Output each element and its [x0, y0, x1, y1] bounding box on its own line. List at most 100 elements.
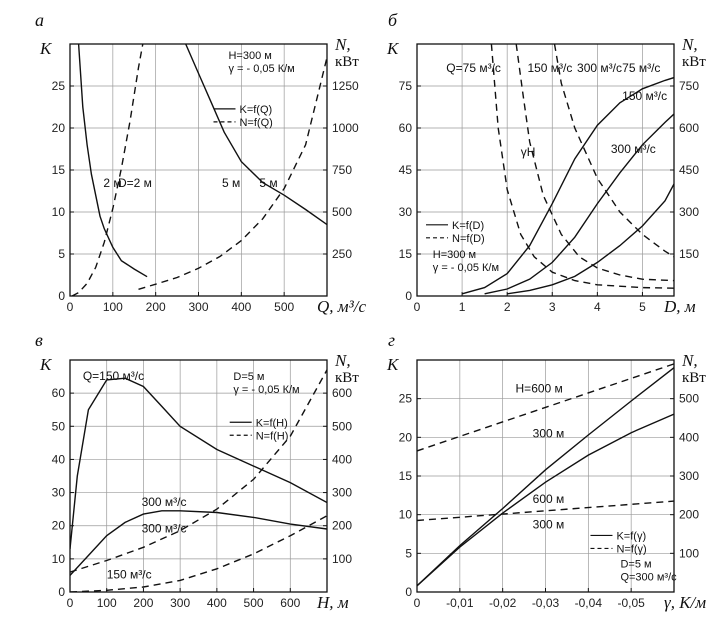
y-tick-label-right: 450 [679, 163, 699, 177]
legend-label: N=f(γ) [616, 543, 646, 555]
y-tick-label-left: 0 [405, 585, 412, 599]
annotation-label: Q=75 м³/с [446, 61, 501, 75]
annotation-label: 75 м³/с [622, 61, 660, 75]
x-axis-label: Q, м³/с [317, 297, 366, 316]
x-tick-label: 0 [414, 300, 421, 314]
legend-label: N=f(H) [256, 430, 289, 442]
y-tick-label-left: 60 [399, 121, 413, 135]
legend-param: H=300 м [433, 249, 476, 261]
annotation-label: 5 м [259, 176, 277, 190]
y-tick-label-left: 30 [52, 486, 66, 500]
y-tick-label-left: 0 [58, 289, 65, 303]
x-tick-label: 100 [97, 596, 117, 610]
y-tick-label-left: 75 [399, 79, 413, 93]
x-tick-label: 300 [170, 596, 190, 610]
series-line [77, 44, 148, 278]
x-tick-label: 0 [414, 596, 421, 610]
x-tick-label: -0,02 [489, 596, 517, 610]
y-tick-label-left: 50 [52, 419, 66, 433]
y-tick-label-left: 40 [52, 452, 66, 466]
y-tick-label-right: 100 [679, 546, 699, 560]
y-tick-label-right: 400 [332, 452, 352, 466]
annotation-label: Q=150 м³/с [83, 369, 144, 383]
y-tick-label-right: 500 [679, 392, 699, 406]
y-tick-label-right: 200 [332, 519, 352, 533]
x-tick-label: 200 [146, 300, 166, 314]
annotation-label: 300 м [533, 518, 565, 532]
series-line [553, 44, 674, 258]
series-line [70, 377, 327, 549]
legend-label: K=f(D) [452, 220, 484, 232]
annotation-label: 600 м [533, 492, 565, 506]
annotation-label: 5 м [222, 176, 240, 190]
annotation-label: 300 м³/с [611, 142, 656, 156]
legend-param: γ = - 0,05 К/м [433, 262, 499, 274]
y-tick-label-left: 0 [58, 585, 65, 599]
legend-label: K=f(Q) [239, 104, 272, 116]
legend-label: K=f(γ) [616, 530, 646, 542]
y-tick-label-left: 0 [405, 289, 412, 303]
y-tick-label-right: 100 [332, 552, 352, 566]
x-tick-label: 500 [274, 300, 294, 314]
x-tick-label: -0,04 [575, 596, 603, 610]
y-tick-label-right: 250 [332, 247, 352, 261]
y-tick-label-left: 45 [399, 163, 413, 177]
legend-param: D=5 м [620, 558, 651, 570]
y-axis-label-right: N, [681, 35, 698, 54]
annotation-label: γH [521, 145, 536, 159]
y-tick-label-left: 15 [399, 247, 413, 261]
y-tick-label-right: 600 [679, 121, 699, 135]
panel-label: в [35, 330, 43, 350]
y-tick-label-left: 5 [58, 247, 65, 261]
y-axis-label-right: N, [334, 35, 351, 54]
series-line [71, 44, 144, 296]
series-line [70, 515, 327, 592]
y-tick-label-right: 600 [332, 386, 352, 400]
x-tick-label: -0,01 [446, 596, 474, 610]
y-tick-label-left: 15 [52, 163, 66, 177]
x-tick-label: 600 [280, 596, 300, 610]
x-tick-label: 2 [504, 300, 511, 314]
y-tick-label-right: 400 [679, 430, 699, 444]
y-axis-unit-right: кВт [682, 370, 706, 386]
y-tick-label-left: 10 [52, 205, 66, 219]
y-tick-label-left: 25 [52, 79, 66, 93]
legend-param: H=300 м [228, 50, 271, 62]
x-tick-label: 500 [244, 596, 264, 610]
y-tick-label-right: 150 [679, 247, 699, 261]
x-tick-label: 0 [67, 596, 74, 610]
x-tick-label: 200 [133, 596, 153, 610]
series-line [515, 44, 674, 282]
y-tick-label-right: 750 [679, 79, 699, 93]
x-tick-label: 3 [549, 300, 556, 314]
x-axis-label: D, м [663, 297, 696, 316]
plot-frame [69, 359, 328, 593]
legend-param: γ = - 0,05 К/м [228, 63, 294, 75]
y-tick-label-left: 60 [52, 386, 66, 400]
y-tick-label-left: 20 [399, 430, 413, 444]
x-tick-label: 1 [459, 300, 466, 314]
series-line [417, 413, 674, 587]
annotation-label: H=600 м [516, 381, 563, 395]
y-axis-unit-right: кВт [335, 370, 359, 386]
y-tick-label-left: 10 [399, 508, 413, 522]
y-axis-label-right: N, [681, 351, 698, 370]
x-tick-label: -0,03 [532, 596, 560, 610]
series-line [185, 44, 327, 226]
annotation-label: 150 м³/с [622, 89, 667, 103]
x-tick-label: 100 [103, 300, 123, 314]
panel-label: а [35, 10, 44, 30]
y-axis-label-right: N, [334, 351, 351, 370]
y-tick-label-right: 500 [332, 205, 352, 219]
y-axis-label-left: K [39, 355, 53, 374]
chart-panel-c: 0 10 20 30 40 50 60 100 200 300 400 500 600 0 100 200 30… [35, 330, 359, 612]
y-axis-label-left: K [386, 355, 400, 374]
x-tick-label: 300 [188, 300, 208, 314]
y-tick-label-left: 10 [52, 552, 66, 566]
y-tick-label-right: 750 [332, 163, 352, 177]
panel-label: г [388, 330, 395, 350]
annotation-label: 150 м³/с [527, 61, 572, 75]
y-tick-label-right: 500 [332, 419, 352, 433]
